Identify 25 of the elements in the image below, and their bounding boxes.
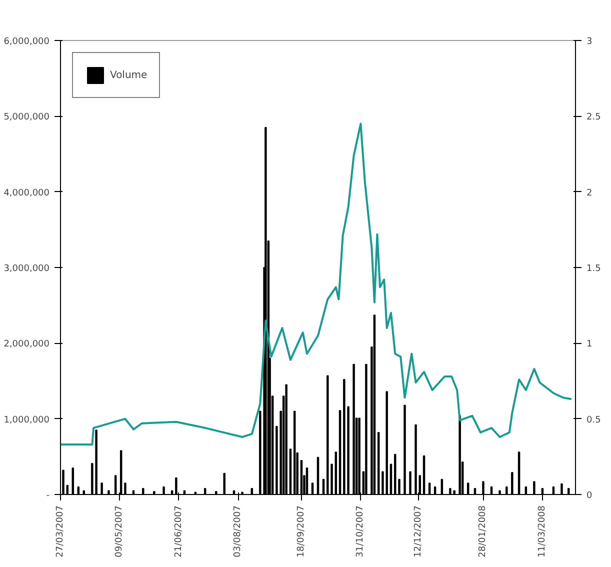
x-tick-label: 21/06/2007	[174, 506, 184, 558]
y2-tick-label: 0	[586, 491, 592, 501]
y2-tick-label: 2	[586, 188, 592, 198]
y2-tick-label: 3	[586, 37, 592, 47]
y2-tick-label: 1	[586, 340, 592, 350]
y-tick-label: 3,000,000	[4, 264, 50, 274]
y-tick-label: 5,000,000	[4, 112, 50, 123]
legend-label: Volume	[110, 70, 148, 80]
y-tick-label: -	[46, 491, 50, 501]
y-tick-label: 2,000,000	[4, 340, 50, 350]
y-tick-label: 6,000,000	[4, 37, 50, 47]
x-tick-label: 27/03/2007	[56, 506, 66, 558]
y2-tick-label: 1.5	[586, 264, 601, 274]
x-tick-label: 09/05/2007	[114, 506, 125, 558]
y2-tick-label: 2.5	[586, 112, 601, 123]
x-tick-label: 31/10/2007	[356, 506, 366, 558]
line-series	[60, 122, 572, 446]
x-tick-label: 18/09/2007	[296, 506, 306, 558]
x-tick-label: 28/01/2008	[478, 505, 488, 558]
y2-tick-label: 0.5	[586, 415, 601, 426]
y-tick-label: 4,000,000	[4, 188, 50, 198]
x-tick-label: 12/12/2007	[414, 506, 424, 558]
y-tick-label: 1,000,000	[4, 415, 50, 426]
x-tick-label: 11/03/2008	[537, 505, 548, 558]
x-tick-label: 03/08/2007	[233, 506, 244, 558]
